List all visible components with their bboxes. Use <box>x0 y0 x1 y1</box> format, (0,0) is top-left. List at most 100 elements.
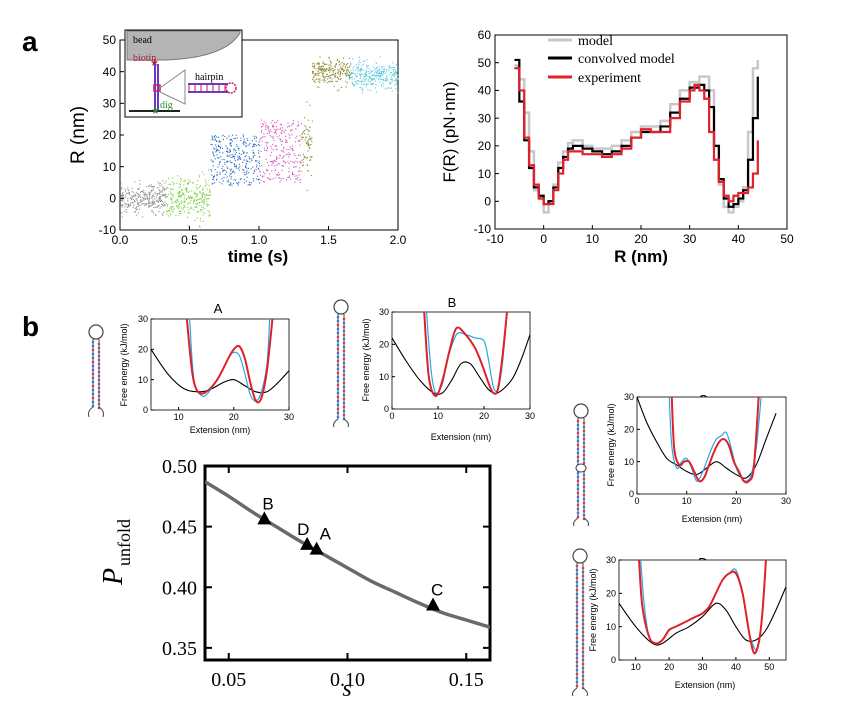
trace-point <box>335 63 337 65</box>
trace-point <box>290 148 292 150</box>
trace-point <box>162 214 164 216</box>
energy-xlabel: R (nm) <box>614 247 668 266</box>
trace-point <box>229 175 231 177</box>
hairpin-glyph-base <box>336 375 340 379</box>
trace-point <box>205 203 207 205</box>
trace-point <box>276 149 278 151</box>
trace-point <box>153 186 156 188</box>
trace-point <box>376 70 379 72</box>
hairpin-glyph-base <box>582 493 586 497</box>
trace-point <box>357 80 359 82</box>
trace-point <box>129 197 131 199</box>
trace-point <box>245 162 247 164</box>
trace-point <box>307 141 309 144</box>
trace-point <box>285 135 287 137</box>
trace-point <box>394 71 396 73</box>
trace-point <box>297 121 299 123</box>
trace-point <box>264 149 266 151</box>
trace-point <box>173 208 175 210</box>
inset-bead-label: bead <box>133 35 152 46</box>
trace-point <box>386 69 388 71</box>
trace-point <box>182 194 184 196</box>
x-tick-label: 0.15 <box>449 669 484 691</box>
hairpin-glyph-base <box>576 455 580 459</box>
hairpin-glyph-base <box>342 405 346 409</box>
landscape-D-lines <box>619 560 786 655</box>
trace-point <box>349 76 351 78</box>
trace-point <box>194 198 196 200</box>
trace-point <box>186 197 188 200</box>
y-tick-label: 10 <box>379 372 389 382</box>
trace-point <box>368 71 370 73</box>
trace-point <box>222 171 224 173</box>
trace-point <box>301 133 303 135</box>
trace-point <box>359 77 361 79</box>
hairpin-glyph-base <box>336 379 340 383</box>
landscape-C-xlabel: Extension (nm) <box>682 514 743 524</box>
trace-point <box>172 196 174 198</box>
y-tick-label: 40 <box>478 84 492 98</box>
trace-point <box>356 67 358 69</box>
trace-point <box>394 84 396 86</box>
trace-point <box>382 81 384 83</box>
trace-point <box>219 145 221 148</box>
trace-point <box>218 141 220 143</box>
trace-point <box>252 156 254 158</box>
landscape-B-xlabel: Extension (nm) <box>431 432 492 442</box>
landscape-A-red-line <box>185 319 274 404</box>
trace-point <box>379 77 381 79</box>
trace-point <box>181 207 183 209</box>
trace-point <box>276 164 278 166</box>
hairpin-glyph-base <box>582 489 586 493</box>
trace-point <box>247 160 249 162</box>
trace-point <box>359 86 361 88</box>
trace-point <box>171 200 173 202</box>
trace-point <box>242 161 244 164</box>
trace-point <box>157 206 159 208</box>
trace-point <box>395 88 397 90</box>
trace-point <box>180 194 182 197</box>
trace-point <box>281 133 283 135</box>
trace-point <box>142 200 144 202</box>
trace-point <box>148 202 150 204</box>
trace-point <box>370 76 372 79</box>
trace-point <box>209 215 211 217</box>
trace-point <box>287 122 289 124</box>
trace-point <box>202 214 204 216</box>
hairpin-glyph-base <box>91 368 95 372</box>
trace-point <box>226 137 228 139</box>
trace-point <box>205 195 207 197</box>
hairpin-glyph-base <box>576 503 580 507</box>
trace-point <box>185 187 187 189</box>
hairpin-glyph-base <box>342 361 346 365</box>
trace-point <box>324 70 326 72</box>
trace-point <box>184 180 186 182</box>
trace-point <box>352 58 354 60</box>
trace-point <box>169 183 172 185</box>
trace-point <box>322 74 324 76</box>
trace-point <box>147 194 149 196</box>
trace-point <box>164 193 166 196</box>
trace-point <box>200 197 202 199</box>
trace-point <box>304 117 306 119</box>
inset-hairpin-label: hairpin <box>195 72 223 83</box>
trace-point <box>322 65 324 67</box>
trace-point <box>245 155 247 157</box>
trace-point <box>139 183 141 185</box>
trace-point <box>248 156 250 158</box>
trace-point <box>135 198 137 200</box>
trace-point <box>392 66 394 68</box>
trace-point <box>219 146 222 148</box>
hairpin-glyph-base <box>581 642 585 646</box>
trace-point <box>198 198 200 200</box>
trace-point <box>139 195 141 197</box>
landscape-A-ylabel: Free energy (kJ/mol) <box>119 323 129 406</box>
trace-point <box>145 198 147 200</box>
trace-point <box>195 193 197 195</box>
trace-point <box>363 83 365 85</box>
trace-point <box>158 192 160 194</box>
trace-point <box>239 156 241 158</box>
trace-point <box>211 137 214 139</box>
